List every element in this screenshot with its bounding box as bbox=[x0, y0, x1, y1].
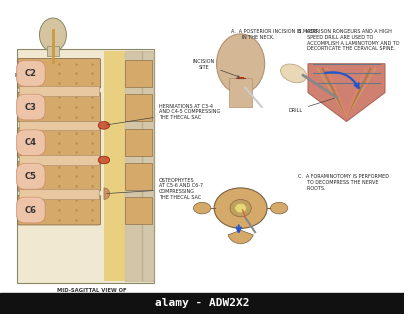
Bar bbox=[19, 86, 99, 95]
Text: C2: C2 bbox=[25, 69, 37, 78]
Text: C5: C5 bbox=[25, 172, 37, 181]
Ellipse shape bbox=[235, 203, 247, 213]
Bar bbox=[125, 129, 152, 156]
Text: OSTEOPHYTES
AT C5-6 AND C6-7
COMPRESSING
THE THECAL SAC: OSTEOPHYTES AT C5-6 AND C6-7 COMPRESSING… bbox=[107, 178, 203, 200]
Ellipse shape bbox=[214, 188, 267, 228]
Bar bbox=[125, 196, 152, 224]
Text: C.  A FORAMINOTOMY IS PERFORMED
      TO DECOMPRESS THE NERVE
      ROOTS.: C. A FORAMINOTOMY IS PERFORMED TO DECOMP… bbox=[298, 174, 389, 191]
Text: PRE-OPERATIVE CONDITION: PRE-OPERATIVE CONDITION bbox=[15, 73, 91, 78]
Wedge shape bbox=[104, 188, 110, 199]
Bar bbox=[125, 60, 152, 87]
Ellipse shape bbox=[230, 199, 251, 217]
FancyBboxPatch shape bbox=[18, 92, 100, 122]
Text: MID-SAGITTAL VIEW OF
CERVICAL SPINE: MID-SAGITTAL VIEW OF CERVICAL SPINE bbox=[57, 288, 126, 299]
Ellipse shape bbox=[270, 202, 288, 214]
Text: A.  A POSTERIOR INCISION IS MADE
       IN THE NECK.: A. A POSTERIOR INCISION IS MADE IN THE N… bbox=[231, 29, 318, 40]
Bar bbox=[125, 93, 152, 121]
Text: DRILL: DRILL bbox=[289, 98, 334, 113]
FancyBboxPatch shape bbox=[18, 195, 100, 225]
Bar bbox=[47, 46, 59, 56]
FancyBboxPatch shape bbox=[18, 59, 100, 88]
Bar bbox=[19, 155, 99, 165]
Ellipse shape bbox=[98, 122, 110, 129]
Polygon shape bbox=[308, 64, 385, 122]
Bar bbox=[19, 189, 99, 198]
Text: C6: C6 bbox=[25, 205, 37, 214]
Bar bbox=[17, 49, 154, 283]
Ellipse shape bbox=[39, 18, 66, 52]
Text: alamy - ADW2X2: alamy - ADW2X2 bbox=[155, 299, 249, 308]
FancyArrowPatch shape bbox=[236, 225, 241, 232]
Bar bbox=[229, 78, 252, 107]
Text: C3: C3 bbox=[25, 103, 37, 112]
Ellipse shape bbox=[98, 156, 110, 164]
Ellipse shape bbox=[281, 64, 307, 83]
Bar bbox=[104, 51, 125, 281]
FancyBboxPatch shape bbox=[18, 162, 100, 191]
Wedge shape bbox=[228, 230, 253, 244]
Text: INCISION
SITE: INCISION SITE bbox=[193, 59, 239, 77]
FancyBboxPatch shape bbox=[18, 128, 100, 157]
Text: C4: C4 bbox=[25, 138, 37, 147]
Bar bbox=[125, 163, 152, 190]
Text: HERNIATIONS AT C3-4
AND C4-5 COMPRESSING
THE THECAL SAC: HERNIATIONS AT C3-4 AND C4-5 COMPRESSING… bbox=[107, 104, 220, 125]
Ellipse shape bbox=[194, 202, 211, 214]
FancyArrowPatch shape bbox=[325, 72, 359, 88]
Bar bbox=[19, 121, 99, 130]
Ellipse shape bbox=[217, 34, 265, 93]
Bar bbox=[0, 293, 404, 314]
Text: B.  KERRISON RONGEURS AND A HIGH
      SPEED DRILL ARE USED TO
      ACCOMPLISH : B. KERRISON RONGEURS AND A HIGH SPEED DR… bbox=[298, 29, 400, 52]
